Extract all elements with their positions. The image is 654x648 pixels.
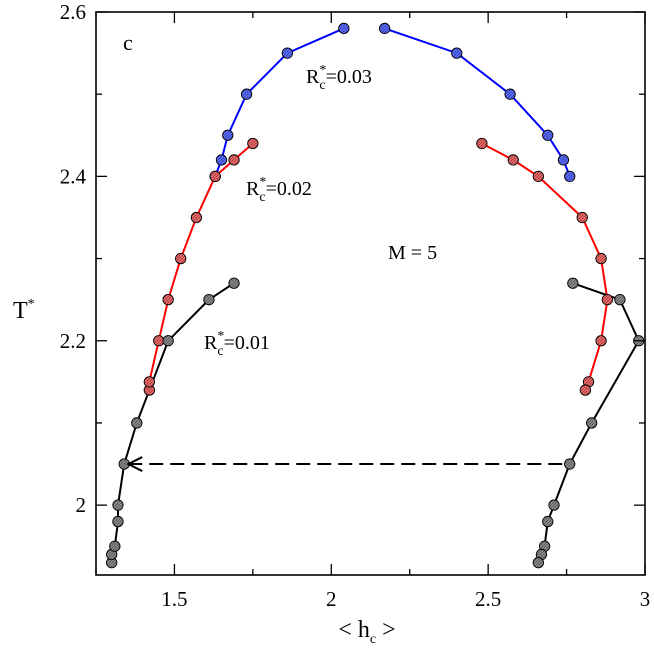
data-point-hatch [580, 384, 591, 396]
data-point-hatch [191, 212, 202, 223]
data-point-hatch [228, 154, 240, 166]
x-tick-label: 2 [326, 587, 337, 611]
y-tick-label: 2.4 [60, 164, 87, 188]
data-point-hatch [504, 88, 516, 100]
data-point-hatch [542, 516, 553, 527]
data-point-hatch [162, 294, 174, 305]
tie-line-arrowhead [125, 456, 143, 472]
data-point-hatch [175, 253, 186, 264]
data-point-hatch [595, 335, 607, 346]
panel-label: c [123, 30, 133, 55]
y-tick-label: 2.6 [60, 0, 86, 24]
data-point-hatch [548, 499, 560, 511]
series-label-rc-001: R* c=0.01 [204, 329, 270, 359]
data-point-hatch [216, 154, 227, 166]
data-point-hatch [564, 171, 575, 182]
data-point-hatch [595, 253, 607, 264]
annotation-m: M = 5 [388, 242, 437, 264]
ticks-layer: 1.5 2 2.5 3 2 2.2 2.4 2.6 [60, 0, 651, 611]
series-label-rc-003: R* c=0.03 [306, 63, 372, 93]
x-axis-label: < hc > [338, 617, 395, 647]
data-point-hatch [379, 23, 390, 34]
data-point-hatch [203, 294, 215, 305]
data-point-hatch [476, 138, 488, 149]
data-point-hatch [112, 499, 124, 511]
data-point-hatch [577, 212, 588, 223]
data-point-hatch [542, 130, 553, 141]
data-point-hatch [533, 171, 544, 182]
data-point-hatch [222, 130, 233, 141]
data-point-hatch [131, 417, 142, 429]
data-point-hatch [586, 417, 597, 429]
x-tick-label: 2.5 [475, 587, 501, 611]
series-line-1-right [481, 142, 609, 391]
tie-line-layer [125, 456, 568, 472]
plot-frame [95, 11, 646, 576]
data-point-hatch [567, 278, 579, 289]
data-point-hatch [119, 458, 130, 470]
data-point-hatch [109, 541, 121, 552]
y-tick-label: 2.2 [60, 329, 86, 353]
data-point-hatch [247, 138, 259, 149]
data-point-hatch [112, 516, 124, 527]
x-tick-label: 3 [640, 587, 651, 611]
series-line-0-right [384, 27, 571, 177]
y-tick-label: 2 [76, 493, 87, 517]
data-point-hatch [144, 384, 155, 396]
series-line-0-left [214, 27, 345, 177]
data-point-hatch [614, 294, 626, 305]
data-point-hatch [228, 278, 240, 289]
y-axis-label: T* [13, 297, 35, 324]
series-layer [106, 22, 645, 569]
data-point-hatch [153, 335, 164, 346]
data-point-hatch [564, 458, 575, 470]
x-tick-label: 1.5 [161, 587, 187, 611]
data-point-hatch [338, 23, 350, 34]
data-point-hatch [282, 47, 293, 59]
data-point-hatch [210, 171, 221, 182]
data-point-hatch [451, 47, 462, 59]
data-point-hatch [558, 154, 569, 166]
data-point-hatch [241, 88, 252, 100]
data-point-hatch [602, 294, 613, 305]
data-point-hatch [533, 557, 544, 568]
series-label-rc-002: R* c=0.02 [246, 175, 312, 205]
data-point-hatch [106, 557, 117, 568]
data-point-hatch [144, 376, 155, 388]
series-line-2-left [110, 282, 235, 563]
data-point-hatch [162, 335, 174, 346]
data-point-hatch [508, 154, 519, 166]
